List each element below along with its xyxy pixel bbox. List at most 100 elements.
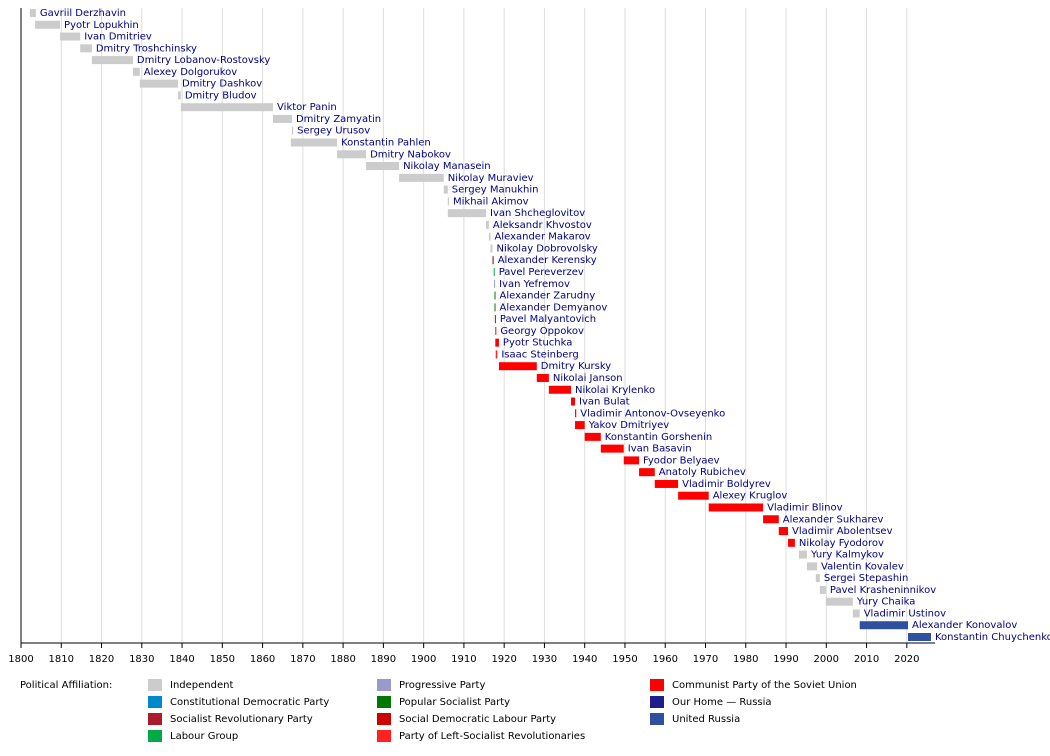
tenure-bar [819,585,826,594]
minister-name: Fyodor Belyaev [643,455,720,466]
minister-name: Dmitry Dashkov [182,79,262,90]
x-tick-label: 1850 [210,654,235,665]
minister-name: Alexey Dolgorukov [144,67,238,78]
x-tick-label: 1840 [169,654,194,665]
x-tick-label: 1880 [330,654,355,665]
tenure-bar [486,220,489,229]
x-tick-label: 2020 [894,654,919,665]
tenure-bar [778,527,789,536]
tenure-bar [548,385,572,394]
minister-name: Alexander Konovalov [912,620,1017,631]
minister-name: Sergei Stepashin [824,573,908,584]
tenure-bar [180,103,274,112]
minister-name: Dmitry Kursky [541,361,612,372]
minister-name: Vladimir Abolentsev [792,526,893,537]
legend-label: Our Home — Russia [672,697,772,708]
tenure-bar [91,56,133,65]
x-tick-label: 1990 [773,654,798,665]
tenure-bar [290,138,338,147]
minister-name: Yakov Dmitriyev [588,420,670,431]
tenure-bar [443,185,448,194]
legend-label: Social Democratic Labour Party [399,714,556,725]
tenure-bar [60,32,81,41]
minister-name: Dmitry Zamyatin [296,114,381,125]
tenure-bar [859,621,909,630]
minister-name: Ivan Dmitriev [84,32,152,43]
legend-swatch [148,713,162,725]
legend-label: Independent [170,680,233,691]
legend-label: Constitutional Democratic Party [170,697,329,708]
tenure-bar [708,503,764,512]
x-tick-label: 1940 [572,654,597,665]
tenure-bar [132,67,140,76]
x-tick-label: 1890 [371,654,396,665]
x-tick-label: 1900 [411,654,436,665]
x-tick-label: 1980 [733,654,758,665]
minister-name: Gavriil Derzhavin [40,8,126,19]
tenure-bar [763,515,779,524]
tenure-bar [575,421,585,430]
tenure-bar [490,244,493,253]
x-tick-label: 1930 [532,654,557,665]
tenure-bar [571,397,576,406]
tenure-bar [536,373,549,382]
x-tick-label: 1960 [653,654,678,665]
minister-name: Dmitry Nabokov [370,149,451,160]
minister-name: Pavel Krasheninnikov [830,585,936,596]
tenure-bar [798,550,807,559]
minister-name: Pavel Pereverzev [499,267,584,278]
legend-swatch [650,696,664,708]
tenure-bar [495,326,497,335]
tenure-bar [494,303,496,312]
x-tick-label: 1950 [612,654,637,665]
legend-label: Progressive Party [399,680,485,691]
tenure-bar [806,562,818,571]
tenure-bar [447,209,487,218]
minister-name: Pavel Malyantovich [500,314,596,325]
tenure-bar [498,362,537,371]
x-tick-label: 1810 [49,654,74,665]
legend-title: Political Affiliation: [20,680,112,691]
x-tick-label: 1830 [129,654,154,665]
legend-swatch [377,679,391,691]
tenure-bar [495,350,498,359]
tenure-bar [492,256,494,265]
x-tick-label: 1860 [250,654,275,665]
tenure-bar [825,597,853,606]
minister-name: Nikolai Krylenko [575,385,655,396]
minister-name: Yury Chaika [856,597,915,608]
minister-name: Konstantin Gorshenin [605,432,712,443]
tenure-bar [815,574,820,583]
legend-label: Labour Group [170,731,238,742]
tenure-bar [678,491,709,500]
legend-label: Popular Socialist Party [399,697,510,708]
minister-name: Alexander Kerensky [498,255,597,266]
minister-name: Vladimir Boldyrev [682,479,771,490]
tenure-bar [139,79,179,88]
tenure-bar [291,126,294,135]
legend-swatch [650,679,664,691]
minister-name: Pyotr Lopukhin [64,20,139,31]
tenure-bar [852,609,860,618]
x-tick-label: 1970 [693,654,718,665]
tenure-bar [494,291,496,300]
x-tick-label: 1870 [290,654,315,665]
minister-name: Dmitry Troshchinsky [96,43,197,54]
minister-name: Alexey Kruglov [713,491,788,502]
minister-name: Vladimir Antonov-Ovseyenko [580,408,725,419]
tenure-bar [495,338,499,347]
minister-name: Nikolay Dobrovolsky [496,243,597,254]
legend-label: Party of Left-Socialist Revolutionaries [399,731,585,742]
tenure-bar [399,173,444,182]
tenure-bar [447,197,450,206]
minister-name: Nikolay Manasein [403,161,491,172]
legend-swatch [148,696,162,708]
minister-name: Alexander Demyanov [500,302,608,313]
legend-swatch [377,696,391,708]
tenure-bar [494,279,496,288]
minister-name: Konstantin Chuychenko [935,632,1050,643]
tenure-bar [788,538,795,547]
tenure-bar [654,479,679,488]
minister-name: Konstantin Pahlen [341,138,431,149]
